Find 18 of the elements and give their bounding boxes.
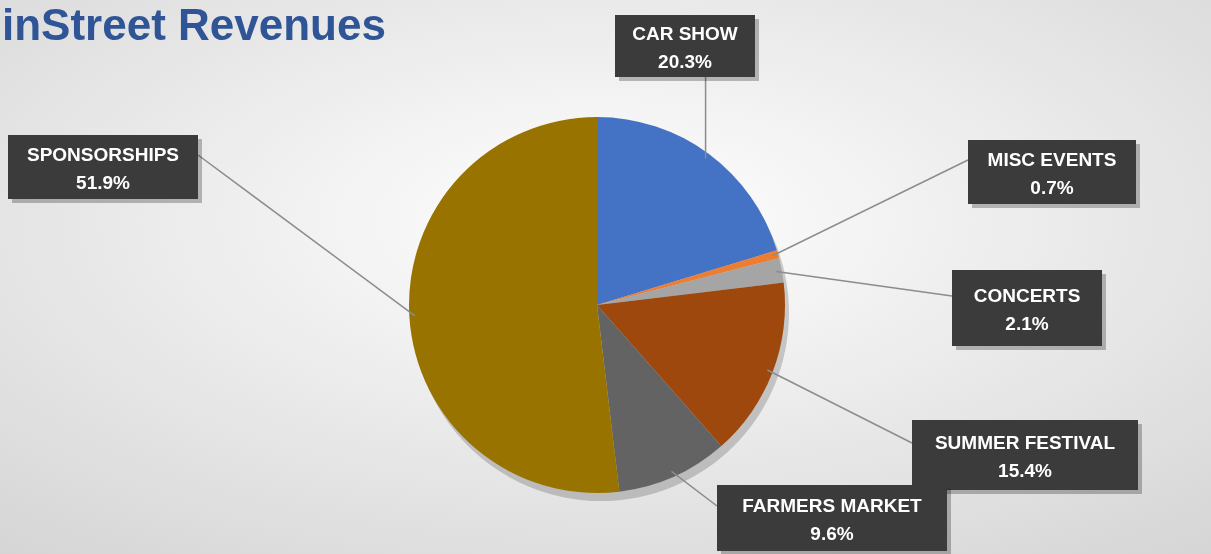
data-label: 9.6% (810, 523, 854, 544)
slice-label: SPONSORSHIPS (26, 144, 180, 165)
chart-title: inStreet Revenues (2, 0, 386, 49)
slice-label: MISC EVENTS (987, 149, 1117, 170)
pie-slice (597, 305, 722, 492)
data-label: 51.9% (76, 172, 131, 193)
slice-label: FARMERS MARKET (742, 495, 923, 516)
slice-label: CONCERTS (973, 285, 1081, 306)
data-label: 0.7% (1030, 177, 1074, 198)
pie-slice (597, 258, 784, 305)
pie-slice (409, 117, 620, 493)
slice-label: CAR SHOW (632, 23, 738, 44)
slice-label: SUMMER FESTIVAL (934, 432, 1116, 453)
pie-slice (597, 282, 785, 447)
data-label: 15.4% (998, 460, 1053, 481)
data-label: 2.1% (1005, 313, 1049, 334)
data-label: 20.3% (658, 51, 713, 72)
pie-slice (597, 117, 777, 305)
